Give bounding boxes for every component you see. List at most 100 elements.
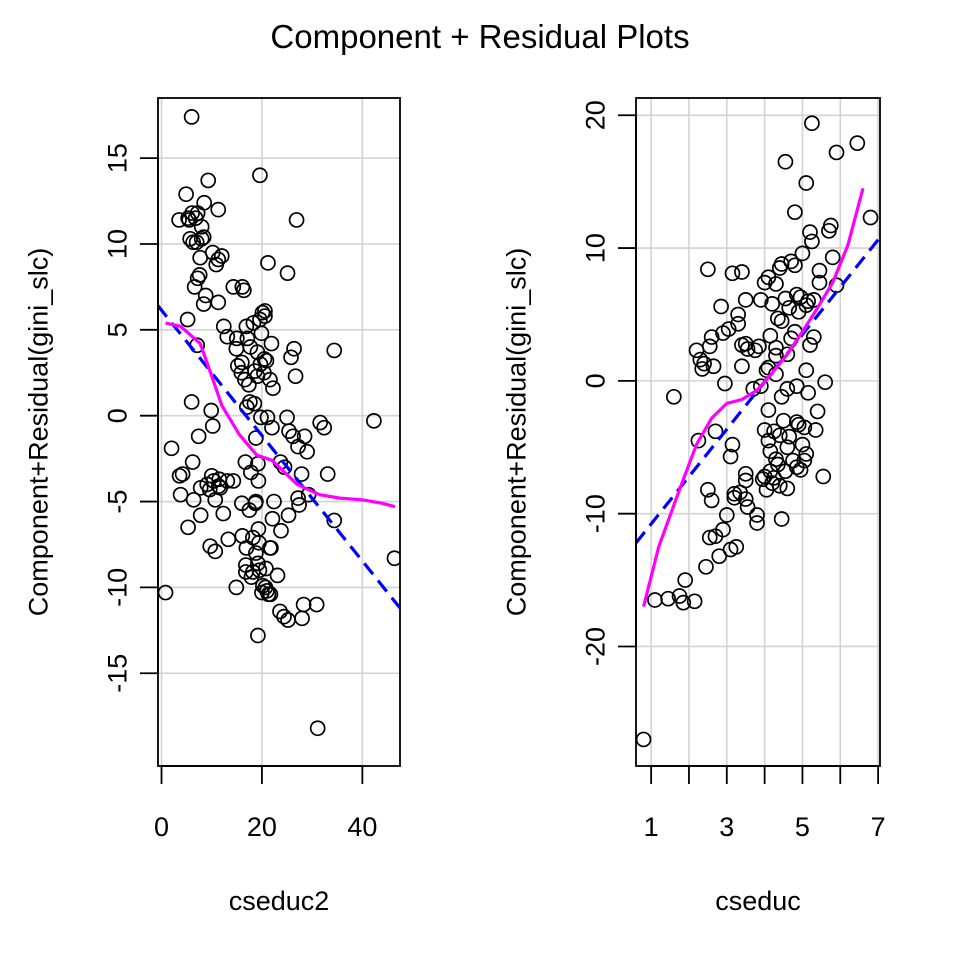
data-point	[238, 318, 255, 335]
data-point	[756, 422, 773, 438]
data-point	[724, 436, 741, 453]
data-point	[724, 265, 741, 282]
data-point	[259, 409, 276, 426]
data-point	[264, 510, 281, 527]
data-point	[210, 478, 227, 494]
data-point	[807, 422, 824, 438]
data-point	[798, 362, 815, 379]
y-tick-label: -10	[580, 494, 610, 533]
data-point	[764, 295, 781, 312]
data-point	[288, 212, 305, 228]
data-point	[817, 374, 833, 391]
data-point	[770, 310, 786, 327]
data-point	[386, 550, 400, 567]
data-point	[779, 380, 796, 397]
data-point	[717, 375, 733, 392]
data-point	[264, 419, 280, 436]
data-point	[728, 539, 745, 555]
data-point	[296, 428, 313, 445]
data-point	[698, 558, 714, 575]
data-point	[192, 507, 209, 524]
x-tick-label: 3	[719, 812, 734, 842]
data-point	[294, 610, 310, 627]
data-point	[262, 586, 279, 603]
data-point	[171, 467, 188, 484]
data-point	[762, 443, 779, 460]
data-point	[253, 409, 269, 426]
data-point	[773, 388, 790, 405]
data-point	[179, 311, 196, 328]
data-point	[280, 612, 296, 628]
data-point	[811, 262, 828, 279]
data-point	[822, 217, 839, 234]
data-point	[734, 264, 750, 280]
data-point	[749, 515, 765, 531]
data-point	[308, 596, 325, 613]
data-point	[256, 351, 273, 367]
data-point	[802, 337, 818, 353]
data-point	[815, 468, 832, 485]
data-point	[197, 287, 214, 304]
data-point	[777, 153, 794, 170]
data-point	[779, 346, 796, 363]
data-point	[183, 394, 200, 410]
data-point	[281, 423, 297, 439]
data-point	[258, 352, 275, 369]
data-point	[171, 212, 187, 228]
data-point	[804, 233, 820, 250]
data-point	[203, 402, 220, 419]
data-point	[794, 436, 811, 453]
data-point	[257, 308, 273, 324]
data-point	[210, 201, 227, 218]
data-point	[262, 371, 278, 388]
data-point	[720, 321, 737, 337]
y-tick-label: 5	[102, 322, 132, 337]
data-point	[193, 218, 210, 235]
data-point	[636, 731, 652, 748]
data-point	[781, 299, 798, 316]
data-point	[253, 325, 270, 342]
data-point	[800, 384, 816, 401]
y-tick-label: 10	[102, 229, 132, 259]
data-point	[196, 194, 213, 211]
data-point	[204, 418, 221, 434]
x-tick-label: 1	[644, 812, 659, 842]
x-axis-label: cseduc2	[229, 886, 330, 916]
data-point	[730, 306, 746, 323]
data-point	[220, 531, 237, 548]
data-point	[258, 560, 274, 577]
data-point	[777, 463, 794, 480]
data-point	[293, 466, 310, 482]
data-point	[250, 473, 267, 489]
data-point	[700, 261, 716, 278]
data-point	[707, 423, 724, 440]
data-point	[737, 491, 754, 507]
data-point	[246, 395, 263, 412]
data-point	[686, 593, 703, 610]
data-point	[248, 545, 264, 561]
data-point	[798, 175, 815, 191]
data-point	[777, 290, 794, 307]
y-tick-label: -10	[102, 568, 132, 607]
data-point	[260, 255, 276, 271]
y-tick-label: -5	[102, 490, 132, 514]
data-point	[286, 340, 302, 357]
data-point	[210, 294, 227, 311]
x-tick-label: 0	[154, 812, 169, 842]
x-axis	[160, 765, 364, 784]
data-point	[250, 555, 266, 572]
data-point	[701, 529, 718, 546]
data-point	[696, 355, 712, 372]
data-point	[202, 538, 219, 555]
data-point	[265, 380, 281, 397]
data-point	[665, 388, 682, 405]
data-point	[715, 521, 731, 538]
data-point	[802, 224, 818, 240]
data-point	[824, 249, 841, 266]
data-point	[730, 315, 746, 332]
data-point	[191, 267, 208, 283]
data-point	[713, 298, 729, 315]
data-point	[811, 274, 828, 291]
smooth-curve	[165, 321, 396, 509]
